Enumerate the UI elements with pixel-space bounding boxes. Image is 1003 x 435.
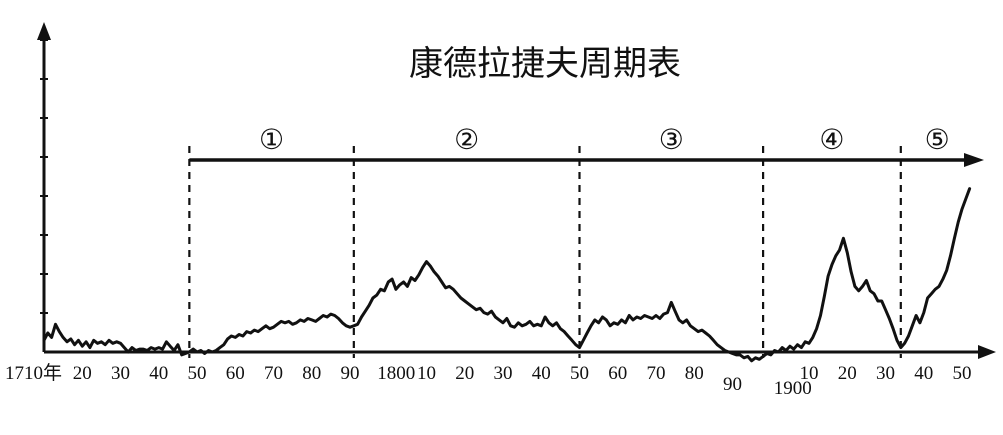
- x-axis-arrow: [978, 345, 996, 359]
- y-axis-ticks: [40, 39, 48, 314]
- period-label: ②: [454, 123, 479, 156]
- series-line: [42, 187, 972, 363]
- x-axis-ticks: 1710年 20 30 40 50 60 70 80 90 1800 10 20 30 40 50 60 70 8…: [5, 362, 972, 399]
- x-tick-label: 10: [417, 363, 436, 384]
- x-tick-label: 70: [647, 363, 666, 384]
- x-tick-label: 1710年: [5, 362, 62, 384]
- x-tick-label: 60: [226, 363, 245, 384]
- x-tick-label: 80: [685, 363, 704, 384]
- x-tick-label: 20: [838, 363, 857, 384]
- x-tick-label: 30: [111, 363, 130, 384]
- x-tick-label: 60: [608, 363, 627, 384]
- x-tick-label: 40: [149, 363, 168, 384]
- chart-title: 康德拉捷夫周期表: [409, 44, 681, 84]
- x-tick-label: 1800: [377, 363, 415, 384]
- x-tick-label: 90: [341, 363, 360, 384]
- x-tick-label: 1900: [774, 378, 812, 399]
- period-label: ③: [659, 123, 684, 156]
- x-tick-label: 10: [800, 363, 819, 384]
- x-tick-label: 30: [494, 363, 513, 384]
- y-axis-arrow: [37, 22, 51, 40]
- period-bar-arrow: [964, 153, 984, 167]
- period-label: ⑤: [925, 123, 950, 156]
- x-tick-label: 20: [455, 363, 474, 384]
- x-tick-label: 20: [73, 363, 92, 384]
- x-tick-label: 50: [953, 363, 972, 384]
- x-tick-label: 70: [264, 363, 283, 384]
- period-label: ①: [259, 123, 284, 156]
- x-tick-label: 80: [302, 363, 321, 384]
- x-tick-label: 50: [188, 363, 207, 384]
- x-tick-label: 30: [876, 363, 895, 384]
- x-tick-label: 40: [532, 363, 551, 384]
- x-tick-label: 50: [570, 363, 589, 384]
- period-markers: ① ② ③ ④ ⑤: [188, 123, 984, 358]
- x-tick-label: 40: [914, 363, 933, 384]
- x-tick-label: 90: [723, 374, 742, 395]
- period-label: ④: [819, 123, 844, 156]
